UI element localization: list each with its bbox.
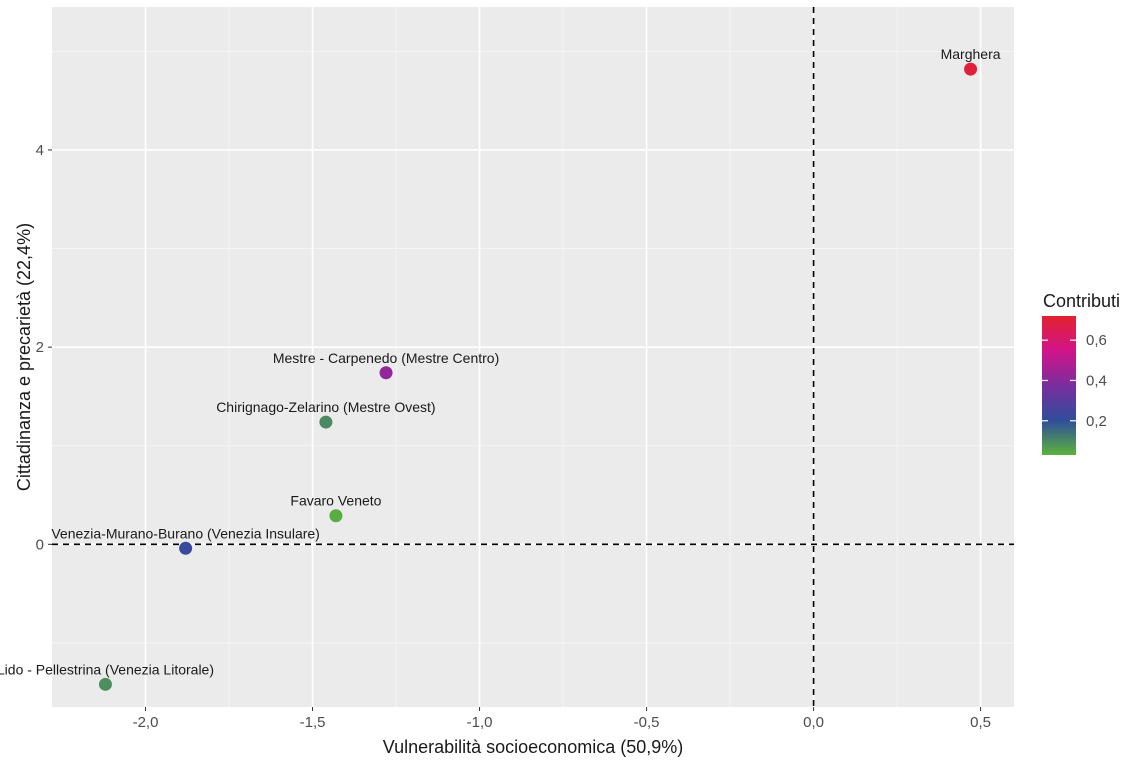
- y-axis-ticks: 0 2 4: [36, 142, 52, 553]
- x-tick-label: 0,0: [803, 714, 824, 731]
- reference-lines: [52, 7, 1014, 707]
- data-point: [329, 509, 343, 523]
- legend-colorbar: [1042, 316, 1076, 455]
- x-axis-ticks: -2,0 -1,5 -1,0 -0,5 0,0 0,5: [133, 707, 991, 731]
- point-label: Mestre - Carpenedo (Mestre Centro): [273, 350, 499, 366]
- plot-panel: [52, 7, 1014, 707]
- x-tick-label: -2,0: [133, 714, 159, 731]
- point-label: Marghera: [941, 46, 1001, 62]
- color-legend: Contributi 0,6 0,4 0,2: [1042, 291, 1120, 455]
- data-point: [379, 366, 393, 380]
- point-label: Lido - Pellestrina (Venezia Litorale): [0, 661, 214, 677]
- x-tick-label: -0,5: [634, 714, 660, 731]
- x-axis-title: Vulnerabilità socioeconomica (50,9%): [383, 737, 684, 757]
- y-tick-label: 4: [36, 142, 44, 159]
- legend-tick-label: 0,4: [1086, 372, 1107, 389]
- legend-tick-label: 0,2: [1086, 413, 1107, 430]
- point-label: Favaro Veneto: [290, 493, 381, 509]
- x-tick-label: -1,0: [467, 714, 493, 731]
- y-axis-title: Cittadinanza e precarietà (22,4%): [14, 223, 34, 491]
- minor-grid: [52, 7, 1014, 707]
- data-points: [98, 62, 978, 691]
- legend-ticks: 0,6 0,4 0,2: [1042, 332, 1107, 430]
- data-point: [964, 62, 978, 76]
- x-tick-label: -1,5: [300, 714, 326, 731]
- legend-tick-label: 0,6: [1086, 332, 1107, 349]
- x-tick-label: 0,5: [970, 714, 991, 731]
- legend-title: Contributi: [1043, 291, 1120, 311]
- data-point: [98, 677, 112, 691]
- point-label: Venezia-Murano-Burano (Venezia Insulare): [51, 525, 320, 541]
- data-point: [319, 415, 333, 429]
- y-tick-label: 2: [36, 339, 44, 356]
- point-label: Chirignago-Zelarino (Mestre Ovest): [216, 399, 435, 415]
- data-point: [179, 541, 193, 555]
- point-labels: Marghera Mestre - Carpenedo (Mestre Centr…: [0, 46, 1001, 677]
- y-tick-label: 0: [36, 536, 44, 553]
